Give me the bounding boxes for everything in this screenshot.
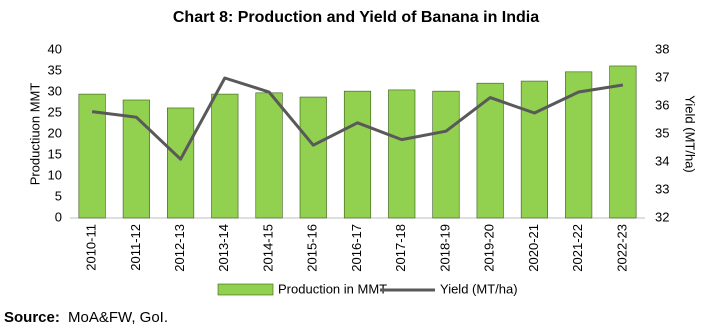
y2-tick-label: 37 <box>655 69 669 84</box>
x-tick-label: 2013-14 <box>216 224 231 272</box>
y2-tick-label: 33 <box>655 181 669 196</box>
y-tick-label: 5 <box>55 188 62 203</box>
y-tick-label: 20 <box>48 125 62 140</box>
x-tick-label: 2011-12 <box>128 224 143 271</box>
source-text: MoA&FW, GoI. <box>68 309 168 326</box>
x-tick-label: 2018-19 <box>437 224 452 272</box>
bar <box>388 89 416 219</box>
y-tick-label: 30 <box>48 83 62 98</box>
x-tick-label: 2020-21 <box>526 224 541 272</box>
y-tick-label: 40 <box>48 41 62 56</box>
legend-swatch <box>217 283 274 296</box>
chart-title: Chart 8: Production and Yield of Banana … <box>173 9 539 26</box>
bar <box>255 92 283 219</box>
y-tick-label: 25 <box>48 104 62 119</box>
bar <box>565 71 593 219</box>
legend-label: Production in MMT <box>278 281 387 296</box>
x-tick-label: 2014-15 <box>260 224 275 272</box>
bar <box>432 90 460 219</box>
x-tick-label: 2015-16 <box>305 224 320 272</box>
y-tick-label: 10 <box>48 167 62 182</box>
bar <box>299 96 327 219</box>
y2-tick-label: 36 <box>655 97 669 112</box>
x-tick-label: 2017-18 <box>393 224 408 272</box>
line <box>91 76 624 161</box>
y2-tick-label: 32 <box>655 209 669 224</box>
x-tick-label: 2016-17 <box>349 224 364 272</box>
x-tick-label: 2022-23 <box>614 224 629 272</box>
legend-label: Yield (MT/ha) <box>440 281 518 296</box>
y2-tick-label: 35 <box>655 125 669 140</box>
bar <box>609 65 637 219</box>
x-tick-label: 2019-20 <box>482 224 497 272</box>
y2-tick-label: 38 <box>655 41 669 56</box>
bar <box>211 93 239 219</box>
x-tick-label: 2021-22 <box>570 224 585 272</box>
y2-axis-title: Yield (MT/ha) <box>683 95 698 173</box>
y-tick-label: 15 <box>48 146 62 161</box>
y-axis-title: Productiuon MMT <box>27 83 42 186</box>
y2-tick-label: 34 <box>655 153 669 168</box>
bar <box>520 80 548 219</box>
x-tick-label: 2010-11 <box>84 224 99 271</box>
bar <box>78 93 106 219</box>
bar <box>343 90 372 219</box>
x-tick-label: 2012-13 <box>172 224 187 272</box>
bar <box>167 107 195 219</box>
bar <box>122 99 150 219</box>
y-tick-label: 0 <box>55 209 62 224</box>
y-tick-label: 35 <box>48 62 62 77</box>
source-label: Source: <box>4 309 60 326</box>
